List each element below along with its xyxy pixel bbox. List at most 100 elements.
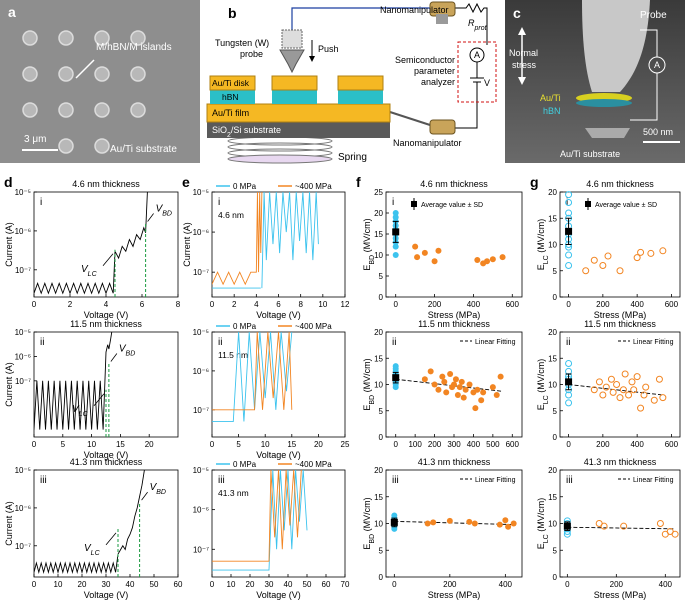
chart-title: 4.6 nm thickness xyxy=(72,179,140,189)
point xyxy=(430,519,437,526)
label: parameter xyxy=(414,66,455,76)
text-part: LC xyxy=(91,549,101,556)
y-tick-label: 5 xyxy=(379,272,384,281)
text-part: E xyxy=(536,543,546,549)
legend-label: Average value ± SD xyxy=(421,202,483,209)
x-tick-label: 0 xyxy=(32,300,37,309)
chart: 10⁻⁷ 10⁻⁶ 10⁻⁵ 0 10 20 30 40 50 60 41.3 nm thickne… xyxy=(4,457,183,600)
subplot-label: iii xyxy=(566,475,573,486)
legend-label: 0 MPa xyxy=(233,182,257,191)
plot-frame xyxy=(559,469,681,578)
point xyxy=(392,243,399,250)
chart: 10⁻⁷ 10⁻⁶ 10⁻⁵ 0 2 4 6 8 4.6 nm thickness i Voltag… xyxy=(4,179,181,320)
y-tick-label: 10⁻⁵ xyxy=(15,188,31,197)
x-tick-label: 60 xyxy=(174,580,183,589)
label: Au/Ti substrate xyxy=(110,144,177,155)
label: Semiconductor xyxy=(395,55,455,65)
point xyxy=(633,254,641,262)
point xyxy=(458,378,465,385)
panel-letter: c xyxy=(513,5,521,21)
point xyxy=(659,394,667,402)
marker-label: VLC xyxy=(81,264,98,278)
legend-label: 0 MPa xyxy=(233,322,257,331)
text-part: E xyxy=(536,264,546,270)
x-tick-label: 0 xyxy=(565,580,570,589)
chart: 10⁻⁷ 10⁻⁶ 10⁻⁵ 0 10 20 30 40 50 60 70 iii 41.3 nm Vol… xyxy=(193,460,350,600)
subplot-label: ii xyxy=(392,337,396,348)
point xyxy=(451,381,457,388)
point xyxy=(659,247,667,255)
y-tick-label: 0 xyxy=(379,293,384,302)
label: Au/Ti substrate xyxy=(560,149,620,159)
chart: 10⁻⁷ 10⁻⁶ 10⁻⁵ 0 2 4 6 8 10 12 i 4.6 nm Voltage (V) C… xyxy=(182,182,350,320)
subplot-label: iii xyxy=(218,475,225,486)
label: Au/Ti film xyxy=(212,108,249,118)
layer-disk xyxy=(271,75,318,91)
y-tick-label: 15 xyxy=(548,354,557,363)
point xyxy=(565,399,573,407)
point xyxy=(478,397,485,404)
point xyxy=(616,394,624,402)
x-axis-label: Stress (MPa) xyxy=(428,590,481,600)
text-part: E xyxy=(362,544,372,550)
annotation: 11.5 nm xyxy=(218,350,248,360)
label: Spring xyxy=(338,152,367,163)
label: Probe xyxy=(640,10,667,21)
layer-disk xyxy=(337,75,384,91)
text-part: E xyxy=(362,265,372,271)
x-tick-label: 0 xyxy=(210,300,215,309)
marker-arrow xyxy=(141,491,148,501)
y-tick-label: 10⁻⁵ xyxy=(15,328,31,337)
x-tick-label: 200 xyxy=(596,300,610,309)
scale-label: 3 μm xyxy=(24,134,46,145)
x-tick-label: 600 xyxy=(665,440,679,449)
chart-title: 41.3 nm thickness xyxy=(418,457,491,467)
point xyxy=(616,267,624,275)
point xyxy=(427,368,434,375)
text-part: BD xyxy=(369,395,376,405)
point xyxy=(565,251,573,259)
point xyxy=(421,249,428,256)
average-marker xyxy=(392,374,400,382)
point xyxy=(642,383,650,391)
chart-title: 4.6 nm thickness xyxy=(586,179,654,189)
x-tick-label: 15 xyxy=(287,440,296,449)
label: V xyxy=(484,78,490,88)
x-tick-label: 0 xyxy=(566,440,571,449)
point xyxy=(607,375,615,383)
x-tick-label: 5 xyxy=(61,440,66,449)
label: Nanomanipulator xyxy=(393,138,462,148)
point xyxy=(446,517,453,524)
y-tick-label: 15 xyxy=(374,354,383,363)
average-marker xyxy=(392,228,400,236)
label: M/hBN/M islands xyxy=(96,42,172,53)
label: A xyxy=(654,60,660,70)
layer-disk xyxy=(209,75,256,91)
y-tick-label: 20 xyxy=(548,328,557,337)
x-tick-label: 10 xyxy=(227,580,236,589)
fit-line xyxy=(568,384,663,396)
point xyxy=(563,530,571,538)
y-tick-label: 5 xyxy=(379,407,384,416)
pillar xyxy=(585,128,630,138)
text-part: (MV/cm) xyxy=(536,498,546,535)
x-tick-label: 200 xyxy=(610,580,624,589)
point xyxy=(640,391,648,399)
x-tick-label: 70 xyxy=(341,580,350,589)
marker-label: VBD xyxy=(150,482,166,496)
x-tick-label: 500 xyxy=(486,440,500,449)
y-tick-label: 15 xyxy=(548,214,557,223)
point xyxy=(505,523,512,530)
point xyxy=(435,386,442,393)
text-part: BD xyxy=(369,534,376,544)
legend-label: ~400 MPa xyxy=(295,322,332,331)
point xyxy=(647,249,655,257)
y-tick-label: 10⁻⁶ xyxy=(15,352,31,361)
label: analyzer xyxy=(421,77,455,87)
text-part: (MV/cm) xyxy=(536,359,546,396)
point xyxy=(462,386,469,393)
probe-body xyxy=(582,0,650,92)
x-tick-label: 200 xyxy=(596,440,610,449)
